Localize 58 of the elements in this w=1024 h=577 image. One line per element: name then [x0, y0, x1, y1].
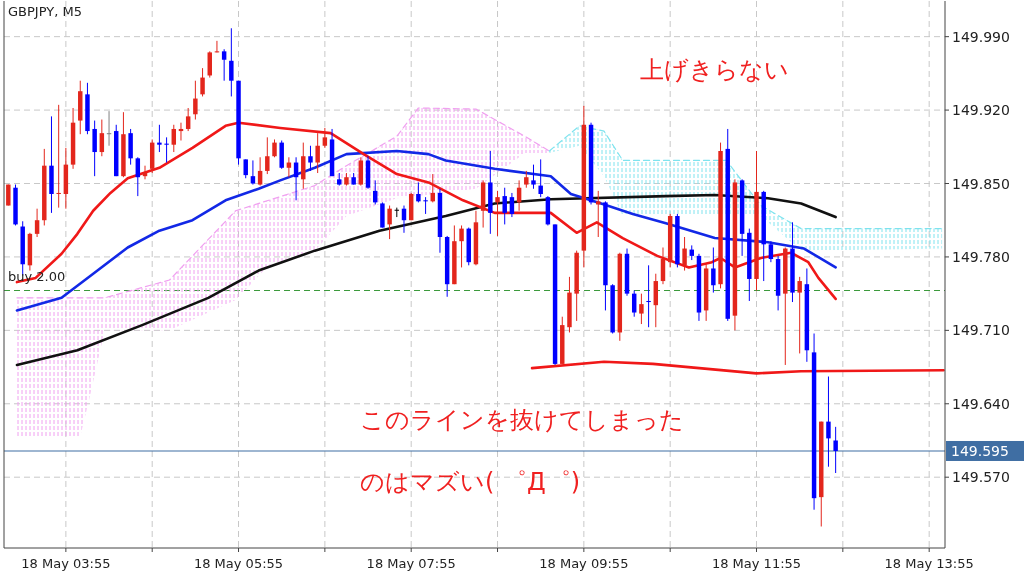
candlestick [682, 236, 687, 272]
candlestick [639, 293, 644, 325]
y-tick-label: 149.850 [952, 175, 1010, 192]
candlestick [631, 290, 637, 318]
y-tick-label: 149.920 [952, 102, 1010, 119]
x-tick-label: 18 May 13:55 [884, 556, 974, 571]
candlestick [538, 158, 543, 198]
candlestick [99, 119, 105, 157]
candlestick [711, 246, 716, 294]
y-tick-label: 149.780 [952, 248, 1010, 265]
annotation: このラインを抜けてしまった [360, 406, 684, 434]
candlestick [826, 376, 831, 468]
candlestick [157, 124, 162, 153]
annotation: 上げきらない [640, 56, 789, 84]
candlestick [502, 187, 507, 225]
candlestick [459, 224, 464, 268]
candlestick [56, 104, 61, 209]
candlestick [171, 124, 177, 153]
y-tick-label: 149.990 [952, 28, 1010, 45]
candlestick [135, 156, 141, 197]
candlestick [243, 158, 248, 179]
x-tick-label: 18 May 03:55 [21, 556, 111, 571]
annotation: のはマズい( ゜Д゜) [360, 468, 581, 496]
candlestick [509, 192, 515, 218]
candlestick [387, 205, 392, 240]
candlestick [646, 264, 651, 328]
candlestick [301, 142, 306, 190]
x-tick-label: 18 May 09:55 [539, 556, 629, 571]
candlestick [322, 127, 328, 149]
candlestick [531, 164, 536, 190]
candlestick [315, 132, 320, 174]
candlestick [34, 208, 40, 238]
candlestick [200, 67, 205, 97]
y-tick-label: 149.570 [952, 469, 1010, 486]
candlestick [92, 120, 97, 177]
candlestick [250, 159, 256, 186]
candlestick [257, 156, 263, 187]
candlestick [185, 107, 191, 132]
candlestick [797, 276, 802, 354]
candlestick [660, 246, 666, 285]
chart-title: GBPJPY, M5 [8, 4, 82, 19]
candlestick [193, 80, 198, 121]
x-tick-label: 18 May 05:55 [193, 556, 284, 571]
candlestick [416, 181, 421, 203]
y-tick-label: 149.710 [952, 322, 1010, 339]
candlestick [423, 196, 428, 215]
candlestick [265, 136, 270, 175]
x-tick-label: 18 May 11:55 [711, 556, 802, 571]
candlestick [308, 145, 313, 172]
candlestick [833, 426, 838, 474]
ref-line-label: 149.595 [951, 442, 1009, 459]
x-tick-label: 18 May 07:55 [366, 556, 456, 571]
candlestick [164, 136, 169, 164]
candlestick [221, 48, 227, 82]
candlestick [495, 190, 500, 237]
candlestick [768, 240, 774, 263]
candlestick [229, 27, 234, 97]
y-tick-label: 149.640 [952, 395, 1010, 412]
